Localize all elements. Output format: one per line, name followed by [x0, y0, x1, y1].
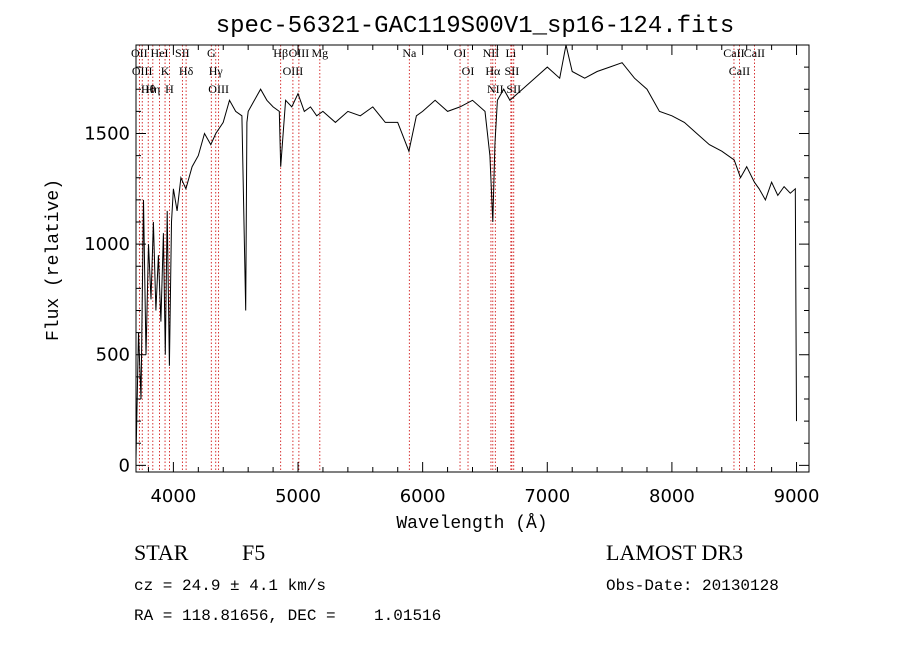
line-marker-label: Na: [402, 46, 417, 60]
line-marker-label: Hα: [485, 64, 501, 78]
line-marker-label: G: [207, 46, 216, 60]
x-tick-label: 9000: [774, 486, 820, 507]
line-marker-label: OIII: [208, 82, 229, 96]
obs-date: Obs-Date: 20130128: [606, 577, 779, 595]
line-marker-label: NII: [487, 82, 504, 96]
x-tick-label: 5000: [275, 486, 321, 507]
line-marker-label: NII: [483, 46, 500, 60]
x-tick-label: 7000: [524, 486, 570, 507]
x-tick-label: 4000: [150, 486, 196, 507]
line-marker-label: H: [165, 82, 174, 96]
line-marker-label: Hγ: [209, 64, 224, 78]
line-marker-label: HeI: [151, 46, 169, 60]
object-subclass: F5: [242, 540, 265, 565]
emission-line-markers: [138, 45, 755, 472]
line-marker-label: OIII: [283, 64, 304, 78]
survey-label: LAMOST DR3: [606, 540, 743, 565]
line-marker-label: SII: [175, 46, 190, 60]
line-marker-label: SII: [506, 82, 521, 96]
y-axis-label: Flux (relative): [44, 179, 64, 341]
object-class: STAR: [134, 540, 189, 565]
y-tick-label: 0: [119, 455, 130, 476]
line-marker-label: SII: [505, 64, 520, 78]
line-marker-label: OIII: [289, 46, 310, 60]
line-marker-label: OIII: [132, 64, 153, 78]
ra-dec: RA = 118.81656, DEC = 1.01516: [134, 607, 441, 625]
line-marker-label: CaII: [723, 46, 744, 60]
x-tick-label: 6000: [400, 486, 446, 507]
line-marker-label: OI: [462, 64, 475, 78]
line-marker-label: CaII: [744, 46, 765, 60]
plot-frame: [135, 44, 810, 473]
y-tick-label: 500: [96, 345, 130, 366]
x-axis-ticks: 4000 5000 6000 7000 8000 9000: [147, 45, 820, 507]
line-marker-label: CaII: [729, 64, 750, 78]
y-tick-label: 1500: [84, 123, 130, 144]
line-marker-label: Li: [506, 46, 517, 60]
line-marker-label: Hη: [145, 82, 160, 96]
x-tick-label: 8000: [649, 486, 695, 507]
x-axis-label: Wavelength (Å): [396, 513, 547, 534]
y-tick-label: 1000: [84, 234, 130, 255]
chart-title: spec-56321-GAC119S00V1_sp16-124.fits: [216, 13, 734, 40]
line-marker-label: OII: [131, 46, 148, 60]
line-marker-label: Hβ: [273, 46, 288, 60]
line-marker-label: Hδ: [179, 64, 194, 78]
line-marker-label: K: [161, 64, 170, 78]
line-marker-label: OI: [454, 46, 467, 60]
line-marker-label: Hθ: [141, 82, 156, 96]
line-marker-label: Mg: [311, 46, 328, 60]
redshift-cz: cz = 24.9 ± 4.1 km/s: [134, 577, 326, 595]
spectrum-line: [135, 44, 797, 459]
y-axis-ticks: 0 500 1000 1500: [84, 66, 809, 476]
